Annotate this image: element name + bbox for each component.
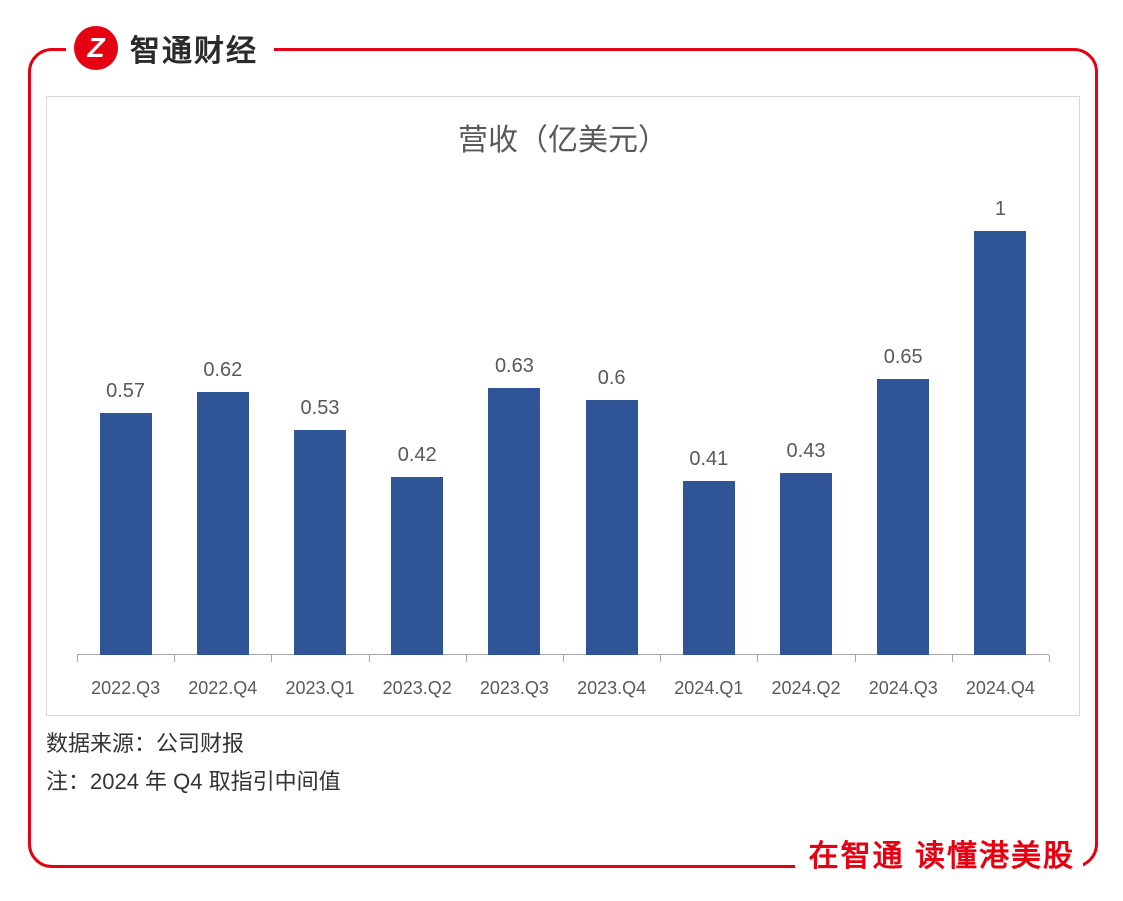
bar-rect (586, 400, 638, 655)
revenue-chart-card: 营收（亿美元） 0.570.620.530.420.630.60.410.430… (46, 96, 1080, 716)
bars-container: 0.57 0.62 0.53 0.42 0.63 0.6 0.41 0.43 0.65 1 (77, 167, 1049, 655)
bar-slot: 1 (952, 167, 1049, 655)
chart-title: 营收（亿美元） (47, 115, 1079, 159)
x-axis-tick (1049, 655, 1050, 662)
chart-plot-area: 0.57 0.62 0.53 0.42 0.63 0.6 0.41 0.43 0.65 1 (77, 167, 1049, 655)
bar-slot: 0.62 (174, 167, 271, 655)
bar-rect (100, 413, 152, 655)
x-axis-tick (563, 655, 564, 662)
bar-rect (391, 477, 443, 655)
brand-name: 智通财经 (130, 26, 258, 70)
bar-slot: 0.43 (757, 167, 854, 655)
x-axis-tick (466, 655, 467, 662)
bar-rect (294, 430, 346, 655)
x-axis-tick (660, 655, 661, 662)
x-axis-label: 2023.Q1 (271, 678, 368, 699)
bar-rect (488, 388, 540, 655)
x-axis-tick (271, 655, 272, 662)
bar-rect (683, 481, 735, 655)
bar-value-label: 0.62 (203, 359, 242, 382)
bar-slot: 0.57 (77, 167, 174, 655)
brand-header: Z 智通财经 (66, 22, 274, 74)
x-axis-label: 2022.Q4 (174, 678, 271, 699)
x-axis-tick (952, 655, 953, 662)
x-axis-label: 2023.Q2 (369, 678, 466, 699)
x-axis-label: 2023.Q4 (563, 678, 660, 699)
bar-value-label: 0.57 (106, 380, 145, 403)
bar-rect (974, 231, 1026, 655)
brand-slogan: 在智通 读懂港美股 (809, 840, 1075, 873)
x-axis-label: 2023.Q3 (466, 678, 563, 699)
x-axis-label: 2024.Q4 (952, 678, 1049, 699)
data-note-text: 注：2024 年 Q4 取指引中间值 (46, 764, 341, 796)
x-axis-tick (174, 655, 175, 662)
x-axis-tick (77, 655, 78, 662)
bar-value-label: 0.6 (598, 367, 626, 390)
bar-rect (197, 392, 249, 655)
bar-value-label: 0.63 (495, 355, 534, 378)
brand-slogan-box: 在智通 读懂港美股 (795, 831, 1083, 875)
bar-slot: 0.65 (855, 167, 952, 655)
x-axis-label: 2024.Q3 (855, 678, 952, 699)
bar-slot: 0.53 (271, 167, 368, 655)
bar-value-label: 0.42 (398, 444, 437, 467)
bar-value-label: 0.41 (689, 448, 728, 471)
data-source-text: 数据来源：公司财报 (46, 726, 244, 758)
bar-slot: 0.63 (466, 167, 563, 655)
bar-value-label: 1 (995, 198, 1006, 221)
x-axis-labels: 2022.Q32022.Q42023.Q12023.Q22023.Q32023.… (77, 678, 1049, 699)
bar-value-label: 0.65 (884, 346, 923, 369)
bar-value-label: 0.53 (301, 397, 340, 420)
x-axis-label: 2024.Q2 (757, 678, 854, 699)
bar-rect (877, 379, 929, 655)
x-axis-label: 2024.Q1 (660, 678, 757, 699)
bar-rect (780, 473, 832, 655)
bar-slot: 0.6 (563, 167, 660, 655)
bar-value-label: 0.43 (787, 440, 826, 463)
x-axis-label: 2022.Q3 (77, 678, 174, 699)
bar-slot: 0.42 (369, 167, 466, 655)
bar-slot: 0.41 (660, 167, 757, 655)
x-axis-tick (757, 655, 758, 662)
x-axis-tick (855, 655, 856, 662)
brand-logo-icon: Z (74, 26, 118, 70)
x-axis-tick (369, 655, 370, 662)
